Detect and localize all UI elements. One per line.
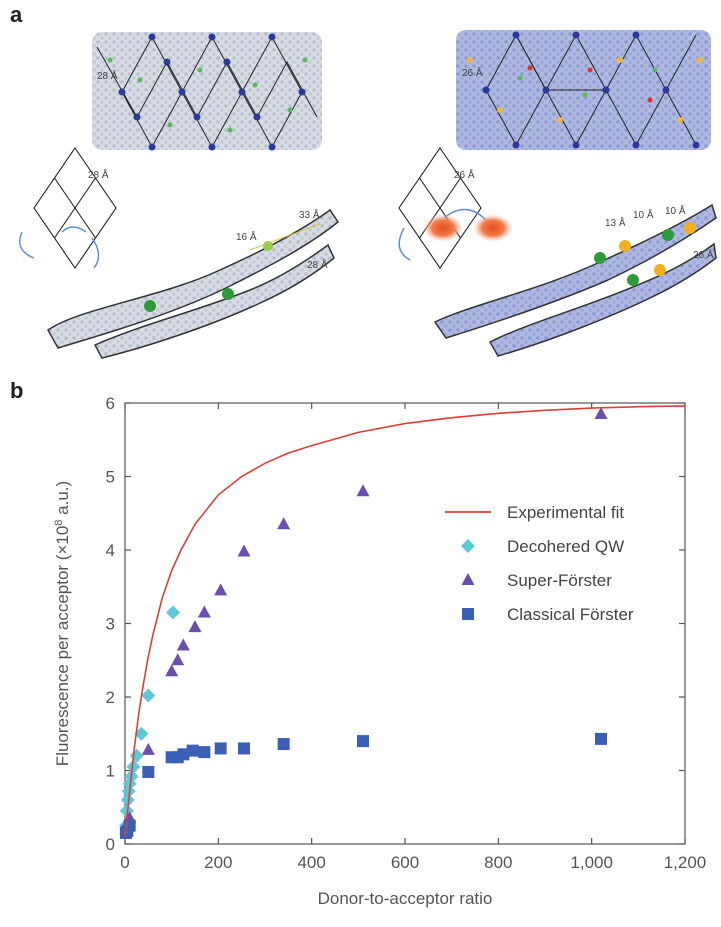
structure-illustration: 28 Å 28 Å 16 Å 33 Å 28 Å	[19, 30, 717, 359]
decohered-qw-point	[141, 688, 156, 703]
x-tick-label: 1,000	[570, 853, 613, 872]
axis-ticks: 0 200 400 600 800 1,000 1,200 0 1 2 3 4 5 6	[106, 394, 707, 872]
y-tick-label: 0	[106, 835, 115, 854]
right-strand-distance-4: 26 Å	[693, 248, 714, 261]
left-rhombus-diagram	[19, 147, 117, 269]
x-axis-title: Donor-to-acceptor ratio	[318, 889, 493, 908]
legend: Experimental fit Decohered QW Super-Förste…	[445, 503, 634, 624]
super-f-rster-point	[277, 517, 291, 530]
y-axis-title: Fluorescence per acceptor (×108 a.u.)	[53, 481, 72, 766]
classical-f-rster-point	[186, 744, 199, 757]
series-decohered-qw	[118, 605, 181, 833]
y-tick-label: 2	[106, 688, 115, 707]
panel-label-b: b	[10, 378, 24, 403]
x-tick-label: 1,200	[664, 853, 707, 872]
classical-f-rster-point	[238, 742, 250, 755]
legend-swatch-decohered-qw	[461, 539, 475, 553]
left-rhombus-distance: 28 Å	[88, 168, 109, 181]
decohered-qw-point	[134, 726, 149, 741]
y-tick-label: 3	[106, 615, 115, 634]
legend-swatch-classical-f-rster	[462, 608, 474, 620]
decohered-qw-point	[122, 776, 137, 791]
x-tick-label: 600	[391, 853, 419, 872]
y-axis-title-main: Fluorescence per acceptor (×10	[53, 526, 72, 767]
classical-f-rster-point	[357, 735, 369, 748]
x-tick-label: 400	[297, 853, 325, 872]
classical-f-rster-point	[142, 765, 155, 778]
right-rhombus-diagram: 26 Å	[398, 147, 513, 269]
right-lattice: 26 Å	[456, 30, 711, 150]
legend-label-decohered-qw: Decohered QW	[507, 537, 624, 556]
super-f-rster-point	[141, 742, 155, 755]
y-tick-label: 5	[106, 468, 115, 487]
super-f-rster-point	[356, 484, 370, 497]
decohered-qw-point	[120, 792, 135, 807]
x-tick-label: 200	[204, 853, 232, 872]
fluorescence-chart: 0 200 400 600 800 1,000 1,200 0 1 2 3 4 5 6 Experimen…	[53, 394, 707, 908]
legend-label-super-f-rster: Super-Förster	[507, 571, 612, 590]
super-f-rster-point	[214, 583, 228, 596]
y-axis-title-unit: a.u.)	[53, 481, 72, 520]
series-classical-f-rster	[119, 732, 607, 839]
left-strands: 16 Å 33 Å 28 Å	[47, 208, 340, 359]
super-f-rster-point	[165, 664, 179, 677]
data-series	[118, 405, 686, 839]
right-lattice-distance: 26 Å	[462, 66, 483, 79]
classical-f-rster-point	[123, 819, 136, 832]
legend-label-classical-f-rster: Classical Förster	[507, 605, 634, 624]
x-tick-label: 0	[120, 853, 129, 872]
y-tick-label: 4	[106, 541, 115, 560]
super-f-rster-point	[176, 638, 190, 651]
series-experimental-fit	[124, 405, 686, 837]
right-strand-distance-1: 13 Å	[605, 216, 626, 229]
left-strand-distance-3: 28 Å	[307, 258, 328, 271]
classical-f-rster-point	[214, 742, 227, 755]
classical-f-rster-point	[198, 746, 211, 759]
classical-f-rster-point	[595, 732, 607, 745]
decohered-qw-point	[129, 748, 144, 763]
right-strand-distance-2: 10 Å	[633, 208, 654, 221]
left-lattice: 28 Å	[92, 32, 322, 151]
super-f-rster-point	[171, 653, 185, 666]
decohered-qw-point	[121, 784, 136, 799]
left-strand-distance-2: 33 Å	[299, 208, 320, 221]
decohered-qw-point	[126, 759, 141, 774]
right-rhombus-distance: 26 Å	[454, 168, 475, 181]
legend-swatch-super-f-rster	[461, 573, 475, 585]
super-f-rster-point	[197, 605, 211, 618]
super-f-rster-point	[594, 407, 608, 420]
panel-label-a: a	[10, 2, 23, 27]
classical-f-rster-point	[277, 738, 290, 751]
super-f-rster-point	[188, 620, 202, 633]
decohered-qw-point	[166, 605, 181, 620]
left-strand-distance-1: 16 Å	[236, 230, 257, 243]
legend-label-experimental-fit: Experimental fit	[507, 503, 624, 522]
classical-f-rster-point	[177, 748, 190, 761]
super-f-rster-point	[237, 544, 251, 557]
right-strand-distance-3: 10 Å	[665, 204, 686, 217]
y-tick-label: 1	[106, 762, 115, 781]
y-tick-label: 6	[106, 394, 115, 413]
right-strands: 13 Å 10 Å 10 Å 26 Å	[433, 203, 717, 357]
left-lattice-distance: 28 Å	[97, 69, 118, 82]
experimental-fit-line	[124, 405, 686, 837]
y-axis-title-exponent: 8	[53, 520, 65, 526]
x-tick-label: 800	[484, 853, 512, 872]
